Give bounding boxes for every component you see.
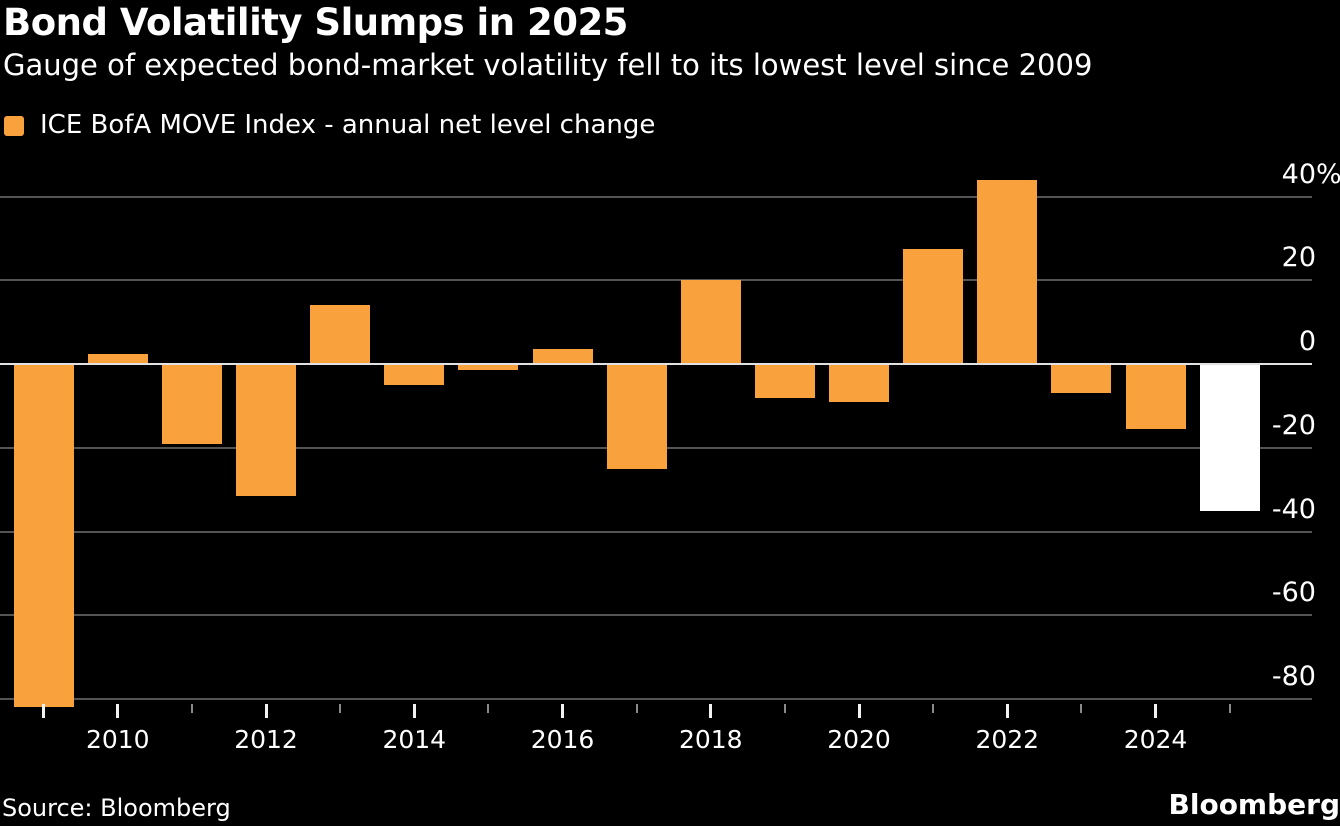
bar-2016 [532,349,593,364]
x-tick-2010 [116,704,120,718]
y-axis-label-0: 0 [1298,326,1316,357]
bloomberg-logo: Bloomberg [1168,788,1340,821]
legend: ICE BofA MOVE Index - annual net level c… [4,112,655,139]
x-tick-2013 [339,704,342,713]
bar-2024 [1125,364,1186,429]
x-axis-label-2010: 2010 [85,725,150,754]
x-tick-2017 [635,704,638,713]
x-tick-2024 [1154,704,1158,718]
x-axis-label-2020: 2020 [827,725,891,754]
x-tick-2020 [857,704,861,718]
percent-sign: % [1316,158,1340,190]
x-tick-2012 [264,704,268,718]
bar-2014 [384,364,445,385]
chart-subtitle: Gauge of expected bond-market volatility… [3,48,1093,82]
bar-2018 [680,280,741,364]
bar-2021 [903,248,964,364]
x-tick-2025 [1228,704,1231,713]
x-tick-2014 [412,704,416,718]
bar-2020 [829,364,890,402]
x-axis-label-2014: 2014 [382,725,447,754]
x-tick-2011 [190,704,193,713]
bar-2012 [236,364,297,496]
x-tick-2016 [561,704,565,718]
bar-2017 [606,364,667,469]
y-axis-label--40: -40 [1271,493,1316,525]
zero-line [0,363,1312,365]
gridline-40 [0,195,1312,198]
bar-2010 [87,353,148,364]
bar-2019 [754,364,815,398]
x-axis-label-2018: 2018 [678,725,743,754]
bar-2013 [310,305,371,364]
legend-label: ICE BofA MOVE Index - annual net level c… [40,110,656,140]
legend-swatch-icon [4,115,24,136]
bar-2025 [1199,364,1260,511]
bar-2023 [1051,364,1112,394]
chart-title: Bond Volatility Slumps in 2025 [3,1,628,44]
x-axis-label-2024: 2024 [1123,725,1188,754]
x-axis-label-2012: 2012 [234,725,298,754]
x-tick-2021 [932,704,935,713]
gridline--80 [0,698,1312,700]
x-tick-2023 [1080,704,1083,713]
x-tick-2019 [783,704,786,713]
x-tick-2022 [1005,704,1009,718]
y-axis-label--20: -20 [1271,409,1316,441]
x-tick-2009 [42,704,46,718]
bar-2009 [13,364,74,708]
x-axis-label-2016: 2016 [530,725,595,754]
gridline--60 [0,614,1312,617]
y-axis-label-20: 20 [1281,242,1316,274]
bar-2015 [458,364,519,371]
x-axis-label-2022: 2022 [975,725,1040,754]
y-axis-label--60: -60 [1271,577,1316,609]
gridline--40 [0,530,1312,533]
x-tick-2015 [487,704,490,713]
bar-2022 [977,179,1038,364]
y-axis-label-40: 40% [1281,158,1340,190]
gridline-20 [0,279,1312,282]
source-note: Source: Bloomberg [2,794,231,822]
y-axis-label--80: -80 [1271,661,1316,692]
bar-2011 [161,364,222,444]
x-tick-2018 [709,704,713,718]
